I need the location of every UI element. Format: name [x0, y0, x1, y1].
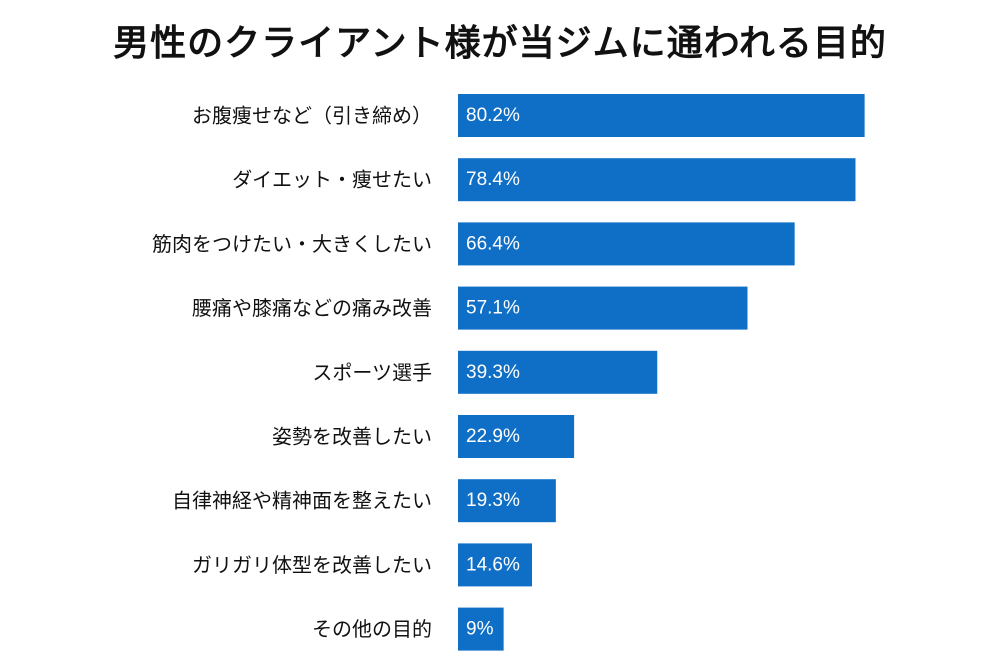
category-label: ダイエット・痩せたい: [232, 168, 432, 192]
bar-row: 自律神経や精神面を整えたい 19.3%: [172, 479, 556, 523]
value-label: 14.6%: [466, 554, 520, 575]
bar: [458, 607, 504, 651]
category-label: お腹痩せなど（引き締め）: [192, 104, 432, 128]
category-label: その他の目的: [312, 617, 432, 641]
category-label: スポーツ選手: [312, 360, 432, 384]
bar-row: ガリガリ体型を改善したい 14.6%: [192, 543, 533, 587]
value-label: 57.1%: [466, 298, 520, 319]
bar-row: お腹痩せなど（引き締め） 80.2%: [192, 94, 865, 137]
bar: [458, 286, 748, 330]
value-label: 78.4%: [466, 169, 520, 190]
bar-row: ダイエット・痩せたい 78.4%: [232, 158, 856, 202]
plot-area: お腹痩せなど（引き締め） 80.2% ダイエット・痩せたい 78.4% 筋肉をつけたい・…: [152, 94, 865, 651]
value-label: 39.3%: [466, 362, 520, 383]
bar: [458, 543, 533, 587]
bar-row: その他の目的 9%: [312, 607, 504, 651]
category-label: 腰痛や膝痛などの痛み改善: [192, 296, 432, 320]
bar-row: 筋肉をつけたい・大きくしたい 66.4%: [152, 222, 795, 266]
category-label: ガリガリ体型を改善したい: [192, 553, 432, 577]
bar: [458, 94, 865, 137]
value-label: 19.3%: [466, 490, 520, 511]
bar: [458, 350, 658, 394]
bar-row: スポーツ選手 39.3%: [312, 350, 658, 394]
category-label: 筋肉をつけたい・大きくしたい: [152, 232, 432, 256]
value-label: 80.2%: [466, 105, 520, 126]
bar: [458, 222, 795, 266]
value-label: 22.9%: [466, 426, 520, 447]
bar: [458, 415, 575, 458]
value-label: 66.4%: [466, 233, 520, 254]
value-label: 9%: [466, 619, 494, 640]
category-label: 姿勢を改善したい: [272, 425, 432, 449]
bar: [458, 479, 556, 523]
category-label: 自律神経や精神面を整えたい: [172, 489, 432, 513]
bar-row: 姿勢を改善したい 22.9%: [272, 415, 575, 458]
bar-row: 腰痛や膝痛などの痛み改善 57.1%: [192, 286, 748, 330]
bar: [458, 158, 856, 202]
chart-title: 男性のクライアント様が当ジムに通われる目的: [113, 23, 887, 64]
